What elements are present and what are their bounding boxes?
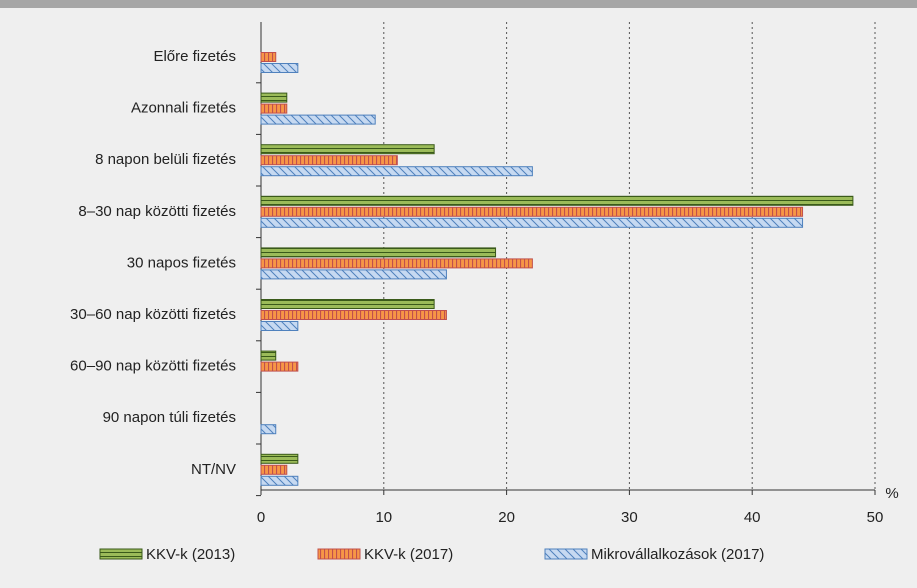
bar <box>260 361 299 372</box>
bar <box>260 299 435 309</box>
legend-label: Mikrovállalkozások (2017) <box>591 546 764 563</box>
y-tick-label: Azonnali fizetés <box>131 100 236 117</box>
y-tick-label: 8–30 nap közötti fizetés <box>78 203 236 220</box>
x-tick-label: 10 <box>375 509 392 526</box>
top-band <box>0 0 917 8</box>
bar <box>260 453 299 464</box>
bar <box>260 103 288 114</box>
bar <box>260 464 288 475</box>
bar <box>260 114 376 125</box>
x-tick-label: 20 <box>498 509 515 526</box>
y-tick-label: 30–60 nap közötti fizetés <box>70 306 236 323</box>
bar <box>260 92 288 103</box>
bar <box>260 321 299 331</box>
legend-swatch <box>99 548 143 560</box>
y-tick-label: 30 napos fizetés <box>127 254 236 271</box>
y-tick-label: 60–90 nap közötti fizetés <box>70 358 236 375</box>
bar <box>260 195 854 206</box>
x-tick-label: 50 <box>867 509 884 526</box>
legend-swatch <box>544 548 588 560</box>
y-tick-label: Előre fizetés <box>153 48 236 65</box>
bar <box>260 258 533 269</box>
legend-label: KKV-k (2017) <box>364 546 453 563</box>
x-tick-label: 30 <box>621 509 638 526</box>
bar <box>260 206 804 217</box>
x-axis-label: % <box>885 485 898 502</box>
legend-label: KKV-k (2013) <box>146 546 235 563</box>
bar <box>260 63 299 73</box>
y-tick-label: 8 napon belüli fizetés <box>95 151 236 168</box>
bar <box>260 475 299 486</box>
bar <box>260 269 447 280</box>
bar <box>260 52 277 62</box>
bar <box>260 166 533 177</box>
bar <box>260 424 277 435</box>
bar <box>260 350 277 361</box>
bar <box>260 247 497 258</box>
bar <box>260 155 398 166</box>
x-tick-label: 40 <box>744 509 761 526</box>
bar <box>260 310 447 320</box>
bar <box>260 144 435 155</box>
y-tick-label: NT/NV <box>191 461 236 478</box>
bar <box>260 217 804 228</box>
y-tick-label: 90 napon túli fizetés <box>103 409 236 426</box>
legend-swatch <box>317 548 361 560</box>
x-tick-label: 0 <box>257 509 265 526</box>
